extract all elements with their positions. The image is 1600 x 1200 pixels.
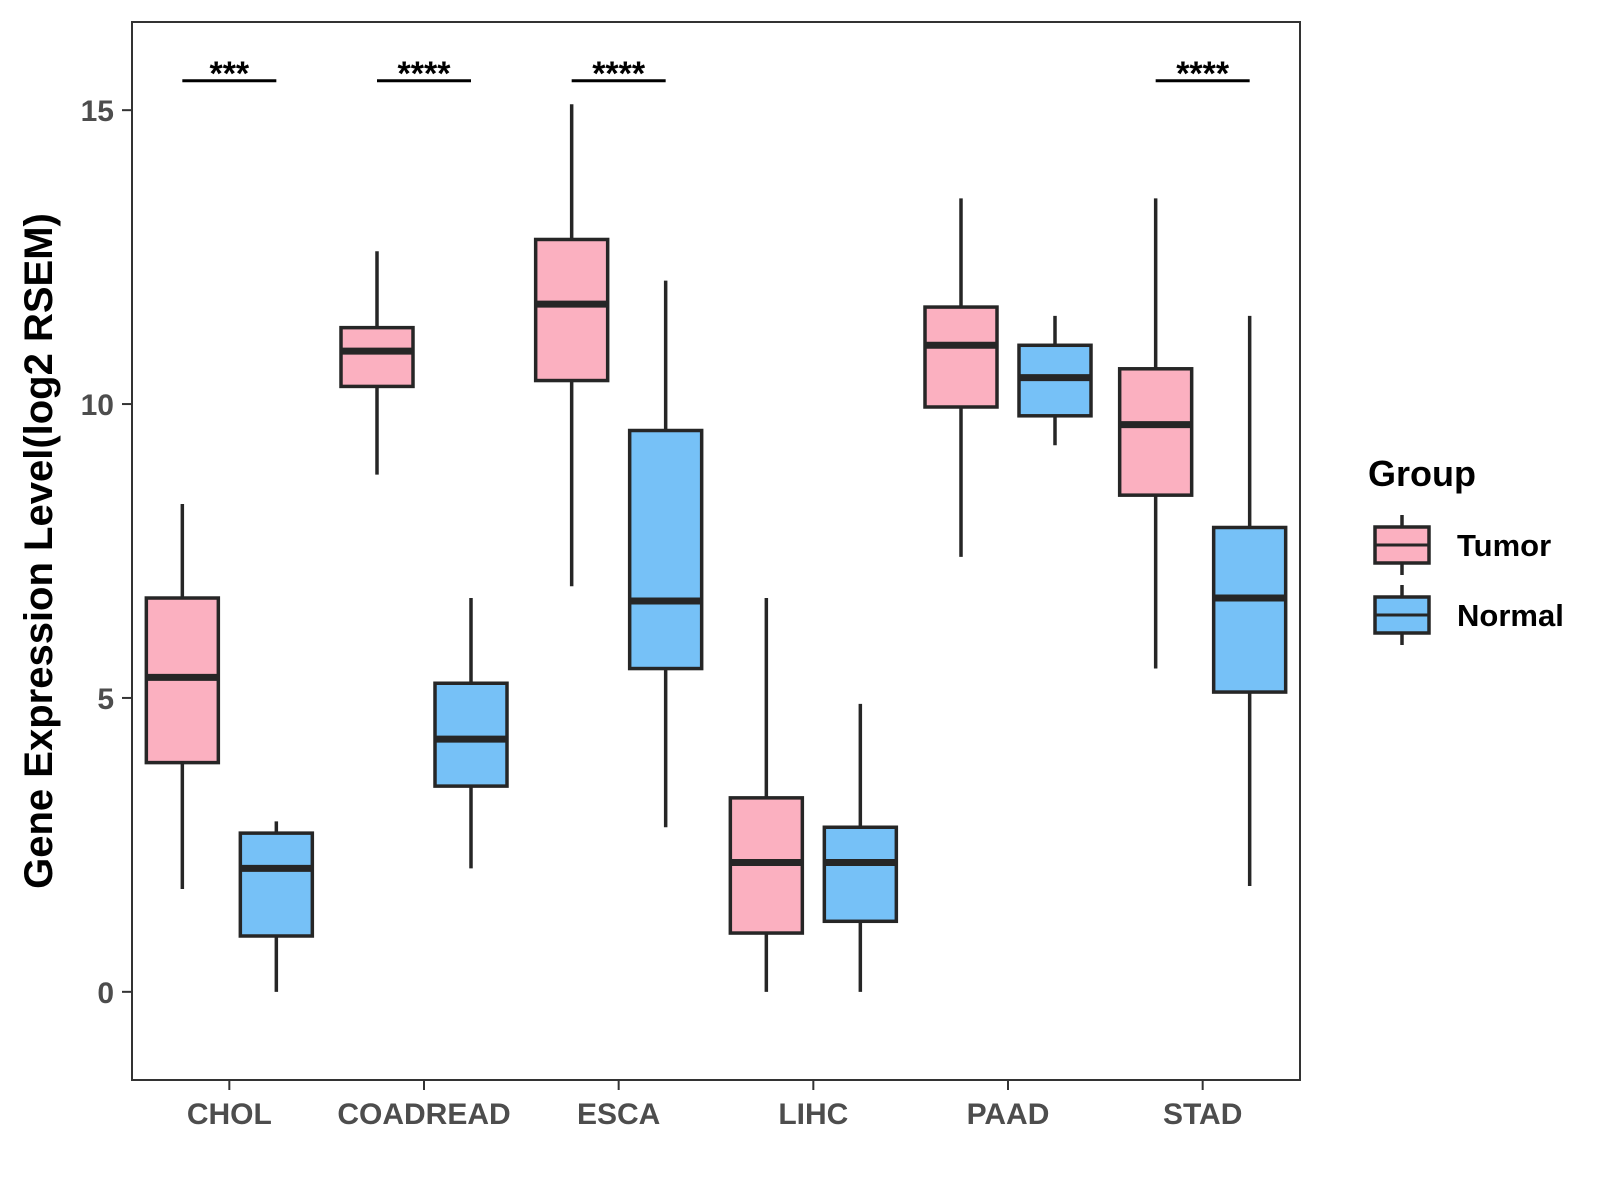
legend: Group Tumor Normal xyxy=(1368,453,1564,645)
box-body xyxy=(1211,525,1288,694)
significance-stars: **** xyxy=(592,55,646,93)
significance-esca: **** xyxy=(571,55,666,93)
box-body xyxy=(627,428,704,671)
box-tumor-chol xyxy=(144,503,221,889)
boxes-layer xyxy=(144,104,1288,992)
box-normal-paad xyxy=(1017,315,1093,446)
y-tick-label: 0 xyxy=(97,977,114,1010)
y-tick-label: 10 xyxy=(81,389,114,422)
legend-entries: Tumor Normal xyxy=(1373,515,1564,645)
significance-stars: **** xyxy=(1176,55,1230,93)
box-body xyxy=(533,237,610,383)
box-body xyxy=(1117,367,1194,497)
box-tumor-stad xyxy=(1117,198,1194,669)
legend-item-normal: Normal xyxy=(1373,585,1564,645)
legend-item-tumor: Tumor xyxy=(1373,515,1551,575)
y-axis: 0 5 10 15 xyxy=(81,95,132,1010)
box-body xyxy=(238,831,315,938)
x-tick-label-stad: STAD xyxy=(1163,1098,1242,1131)
box-tumor-esca xyxy=(533,104,610,587)
x-tick-label-chol: CHOL xyxy=(187,1098,272,1131)
significance-layer: *** **** **** **** xyxy=(182,55,1250,93)
box-body xyxy=(339,325,415,389)
legend-label: Normal xyxy=(1457,598,1564,633)
x-tick-label-lihc: LIHC xyxy=(778,1098,848,1131)
box-normal-chol xyxy=(238,821,315,992)
y-tick-label: 5 xyxy=(97,683,114,716)
legend-label: Tumor xyxy=(1457,528,1551,563)
box-tumor-lihc xyxy=(728,598,805,992)
x-tick-label-paad: PAAD xyxy=(967,1098,1050,1131)
box-normal-coadread xyxy=(433,598,509,869)
box-body xyxy=(822,825,899,924)
box-body xyxy=(923,305,999,409)
y-axis-title: Gene Expression Level(log2 RSEM) xyxy=(17,213,61,889)
y-tick-label: 15 xyxy=(81,95,114,128)
significance-stad: **** xyxy=(1155,55,1250,93)
legend-title: Group xyxy=(1368,453,1476,494)
box-normal-esca xyxy=(627,280,704,828)
significance-stars: *** xyxy=(209,55,249,93)
box-tumor-coadread xyxy=(339,251,415,475)
box-body xyxy=(433,681,509,788)
x-tick-label-esca: ESCA xyxy=(577,1098,660,1131)
box-tumor-paad xyxy=(923,198,999,557)
box-normal-stad xyxy=(1211,315,1288,887)
plot-panel xyxy=(131,21,1301,1081)
significance-coadread: **** xyxy=(377,55,471,93)
x-axis: CHOL COADREAD ESCA LIHC PAAD STAD xyxy=(187,1080,1242,1131)
box-normal-lihc xyxy=(822,703,899,992)
significance-chol: *** xyxy=(182,55,277,93)
significance-stars: **** xyxy=(398,55,452,93)
x-tick-label-coadread: COADREAD xyxy=(337,1098,510,1131)
